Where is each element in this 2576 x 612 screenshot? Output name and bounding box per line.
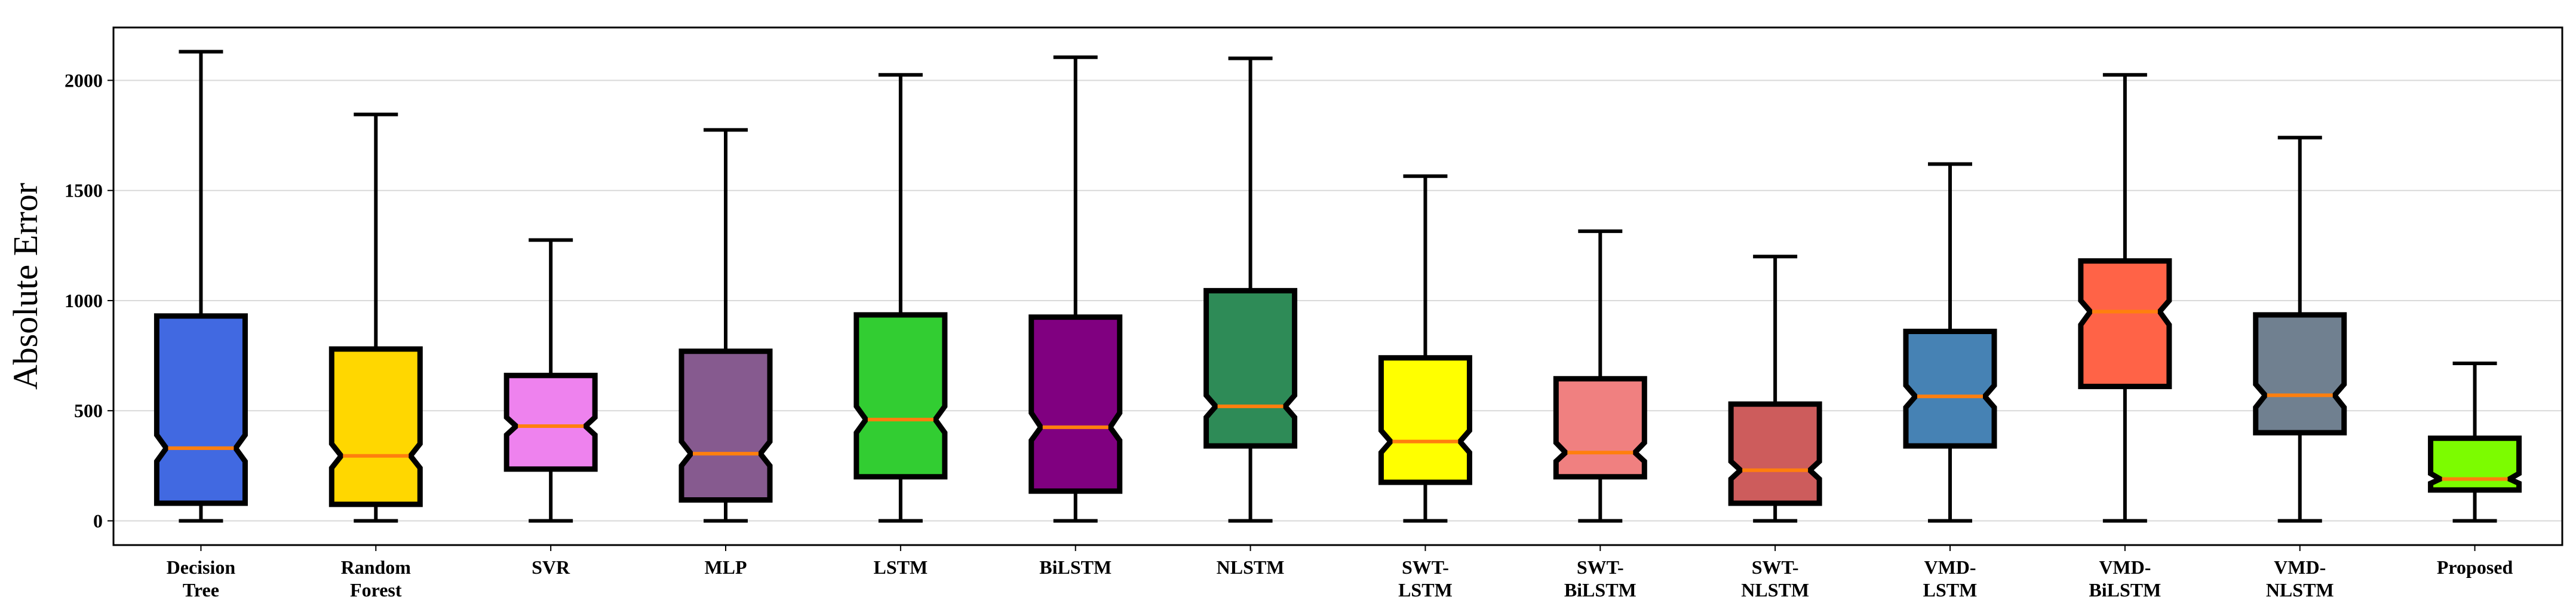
x-tick-label-line: MLP	[704, 556, 747, 578]
x-tick-label-line: SWT-	[1752, 556, 1799, 578]
y-tick-label: 0	[93, 510, 103, 531]
x-tick-label: MLP	[704, 556, 747, 578]
box-swt-nlstm	[1728, 255, 1822, 523]
box-layer	[153, 50, 2522, 523]
x-tick-label: SWT-LSTM	[1398, 556, 1453, 601]
y-tick-label: 1000	[65, 290, 103, 311]
box-body	[1203, 287, 1298, 449]
x-tick-label-line: Forest	[350, 579, 402, 601]
x-tick-label-line: LSTM	[1398, 579, 1453, 601]
x-tick-label: VMD-NLSTM	[2266, 556, 2334, 601]
x-axis: Decision Tree Random Forest SVR MLP LSTM BiLSTM…	[167, 545, 2513, 601]
x-tick-label: Decision Tree	[167, 556, 236, 601]
x-tick-label-line: Random	[341, 556, 412, 578]
box-vmd-nlstm	[2253, 136, 2347, 523]
grid-layer	[113, 79, 2562, 522]
box-mlp	[678, 128, 773, 523]
box-body	[503, 372, 598, 472]
x-tick-label: NLSTM	[1217, 556, 1285, 578]
x-tick-label: Random Forest	[341, 556, 412, 601]
x-tick-label-line: BiLSTM	[2089, 579, 2161, 601]
x-tick-label: SWT-BiLSTM	[1564, 556, 1637, 601]
box-lstm	[853, 73, 948, 523]
x-tick-label: SWT-NLSTM	[1741, 556, 1809, 601]
box-body	[1728, 401, 1822, 506]
y-tick-label: 500	[74, 400, 103, 421]
x-tick-label-line: SWT-	[1577, 556, 1624, 578]
x-tick-label-line: LSTM	[874, 556, 928, 578]
x-tick-label-line: NLSTM	[1741, 579, 1809, 601]
box-body	[2253, 312, 2347, 436]
box-body	[678, 348, 773, 503]
y-tick-label: 1500	[65, 180, 103, 201]
box-svr	[503, 238, 598, 523]
box-decisiontree	[153, 50, 248, 523]
box-body	[1378, 355, 1472, 485]
box-body	[1903, 329, 1997, 449]
x-tick-label-line: SVR	[532, 556, 570, 578]
plot-frame	[112, 26, 2563, 546]
x-tick-label-line: VMD-	[2099, 556, 2151, 578]
box-body	[328, 346, 423, 507]
box-body	[153, 313, 248, 506]
x-tick-label-line: SWT-	[1402, 556, 1449, 578]
x-tick-label-line: NLSTM	[2266, 579, 2334, 601]
box-body	[853, 312, 948, 480]
x-tick-label-line: Decision	[167, 556, 236, 578]
y-axis-title: Absolute Error	[6, 183, 45, 390]
box-body	[1553, 376, 1647, 480]
x-tick-label: VMD-LSTM	[1923, 556, 1978, 601]
x-tick-label-line: BiLSTM	[1039, 556, 1112, 578]
x-tick-label-line: LSTM	[1923, 579, 1978, 601]
x-tick-label: SVR	[532, 556, 570, 578]
box-body	[1028, 314, 1123, 494]
box-proposed	[2428, 361, 2522, 523]
y-tick-label: 2000	[65, 69, 103, 91]
x-tick-label-line: VMD-	[2274, 556, 2326, 578]
x-tick-label-line: Tree	[183, 579, 219, 601]
box-randomforest	[328, 112, 423, 523]
x-tick-label: BiLSTM	[1039, 556, 1112, 578]
box-body	[2428, 435, 2522, 493]
x-tick-label-line: Proposed	[2437, 556, 2513, 578]
box-vmd-lstm	[1903, 162, 1997, 523]
y-axis: 0 500 1000 1500 2000	[65, 69, 113, 531]
box-bilstm	[1028, 55, 1123, 523]
x-tick-label: Proposed	[2437, 556, 2513, 578]
box-swt-lstm	[1378, 174, 1472, 523]
x-tick-label-line: VMD-	[1924, 556, 1976, 578]
x-tick-label: LSTM	[874, 556, 928, 578]
x-tick-label-line: BiLSTM	[1564, 579, 1637, 601]
box-body	[2078, 258, 2172, 390]
x-tick-label-line: NLSTM	[1217, 556, 1285, 578]
box-vmd-bilstm	[2078, 73, 2172, 523]
box-swt-bilstm	[1553, 229, 1647, 523]
box-nlstm	[1203, 56, 1298, 523]
x-tick-label: VMD-BiLSTM	[2089, 556, 2161, 601]
